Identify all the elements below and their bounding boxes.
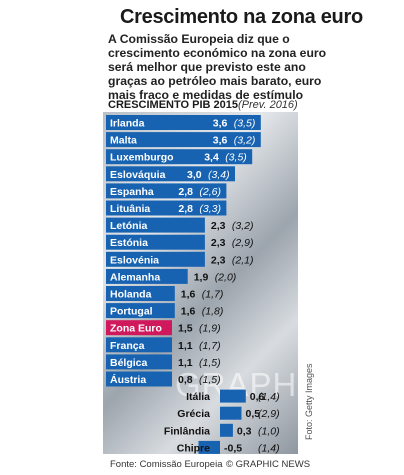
intro-line: crescimento económico na zona euro	[108, 46, 327, 60]
bar	[220, 423, 233, 437]
data-label: 3,6	[213, 135, 228, 147]
data-label: 2,3	[211, 254, 226, 266]
category-label: Grécia	[177, 408, 210, 420]
category-label: Letónia	[110, 220, 147, 232]
category-label: Estónia	[110, 237, 148, 249]
category-label: Alemanha	[110, 271, 160, 283]
bar	[106, 337, 172, 353]
bar	[106, 234, 205, 250]
forecast-label: (3,2)	[232, 220, 254, 232]
bar	[106, 217, 205, 233]
forecast-label: (1,0)	[258, 425, 280, 437]
data-label: 1,1	[178, 340, 193, 352]
data-label: 1,9	[194, 271, 209, 283]
bar	[106, 115, 261, 130]
category-label: França	[110, 340, 145, 352]
forecast-label: (1,5)	[199, 357, 221, 369]
data-label: 3,0	[187, 169, 202, 181]
category-label: Chipre	[177, 442, 210, 454]
bar	[106, 183, 227, 199]
forecast-label: (1,7)	[202, 289, 224, 301]
forecast-label: (2,1)	[232, 254, 254, 266]
data-label: 2,8	[178, 186, 193, 198]
bar	[106, 200, 227, 216]
data-label: 1,6	[181, 289, 196, 301]
category-label: Malta	[110, 135, 137, 147]
forecast-label: (1,7)	[199, 340, 221, 352]
bar	[106, 320, 172, 336]
bar	[106, 268, 188, 284]
bar	[106, 303, 175, 319]
intro-line: graças ao petróleo mais barato, euro	[108, 74, 322, 88]
category-label: Eslovénia	[110, 254, 159, 266]
forecast-label: (2,0)	[215, 271, 237, 283]
forecast-label: (2,6)	[199, 186, 221, 198]
category-label: Portugal	[110, 306, 153, 318]
source-note: Fonte: Comissão Europeia	[110, 459, 223, 470]
bar	[220, 406, 242, 420]
data-label: 1,5	[178, 323, 193, 335]
bar	[220, 389, 246, 403]
forecast-label: (3,2)	[234, 135, 256, 147]
data-label: 0,6	[250, 391, 265, 403]
category-label: Itália	[186, 391, 210, 403]
category-label: Espanha	[110, 186, 154, 198]
data-label: 0,3	[237, 425, 252, 437]
forecast-label: (1,5)	[199, 374, 221, 386]
intro-line: será melhor que previsto este ano	[108, 60, 306, 74]
category-label: Lituânia	[110, 203, 150, 215]
graphic-news-credit: © GRAPHIC NEWS	[226, 459, 311, 470]
data-label: 3,4	[204, 152, 219, 164]
bar	[106, 166, 235, 182]
photo-credit: Foto: Getty Images	[304, 363, 314, 440]
data-label: 2,3	[211, 220, 226, 232]
data-label: 0,5	[246, 408, 261, 420]
category-label: Finlândia	[164, 425, 210, 437]
category-label: Bélgica	[110, 357, 148, 369]
forecast-label: (2,9)	[232, 237, 254, 249]
forecast-label: (2,9)	[258, 408, 280, 420]
data-label: 1,6	[181, 306, 196, 318]
intro-line: A Comissão Europeia diz que o	[108, 32, 290, 46]
category-label: Eslováquia	[110, 169, 166, 181]
forecast-heading: (Prev. 2016)	[238, 99, 298, 111]
data-label: 2,3	[211, 237, 226, 249]
chart-subheading: CRESCIMENTO PIB 2015	[108, 99, 239, 111]
bar	[106, 286, 175, 301]
data-label: 0,8	[178, 374, 193, 386]
forecast-label: (1,4)	[258, 391, 280, 403]
forecast-label: (1,8)	[202, 306, 224, 318]
bar	[198, 440, 220, 454]
bar	[106, 371, 172, 387]
category-label: Irlanda	[110, 118, 145, 130]
forecast-label: (3,4)	[208, 169, 230, 181]
data-label: 2,8	[178, 203, 193, 215]
intro-line: mais fraco e medidas de estímulo	[108, 88, 304, 102]
bar	[106, 132, 261, 148]
forecast-label: (3,5)	[234, 118, 256, 130]
bar	[106, 149, 253, 165]
forecast-label: (1,4)	[258, 442, 280, 454]
forecast-label: (3,3)	[199, 203, 221, 215]
category-label: Holanda	[110, 289, 152, 301]
data-label: 3,6	[213, 118, 228, 130]
bar	[106, 251, 205, 267]
category-label: Zona Euro	[110, 323, 162, 335]
forecast-label: (3,5)	[225, 152, 247, 164]
data-label: -0,5	[224, 442, 242, 454]
forecast-label: (1,9)	[199, 323, 221, 335]
data-label: 1,1	[178, 357, 193, 369]
bar	[106, 354, 172, 370]
intro-text: A Comissão Europeia diz que o cresciment…	[108, 32, 404, 102]
category-label: Áustria	[110, 373, 146, 386]
category-label: Luxemburgo	[110, 152, 174, 164]
chart-title: Crescimento na zona euro	[120, 6, 363, 28]
